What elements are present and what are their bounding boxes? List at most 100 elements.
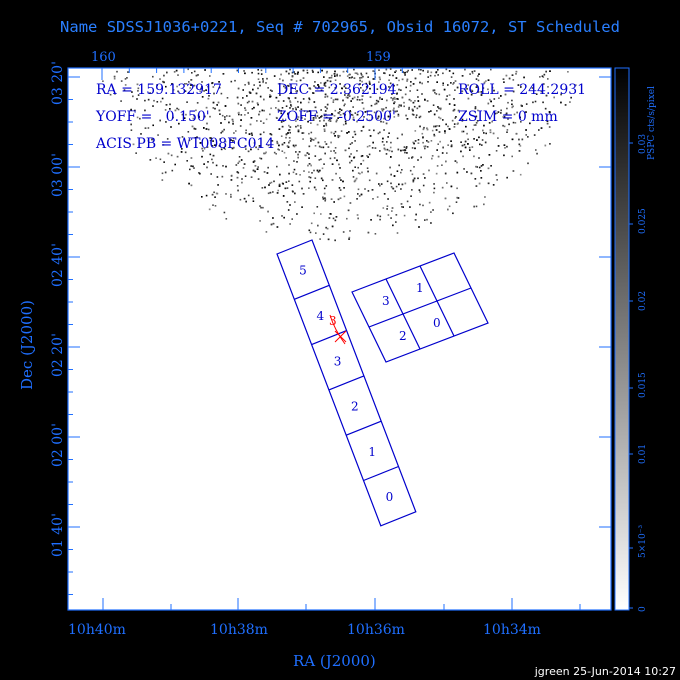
image-pixel	[430, 71, 433, 74]
image-pixel	[289, 101, 292, 104]
image-pixel	[273, 180, 275, 183]
image-pixel	[398, 79, 400, 82]
image-pixel	[538, 129, 540, 131]
image-pixel	[272, 222, 275, 225]
image-pixel	[475, 122, 478, 124]
image-pixel	[300, 127, 302, 129]
image-pixel	[262, 122, 265, 124]
image-pixel	[444, 197, 447, 200]
image-pixel	[348, 236, 351, 239]
image-pixel	[516, 111, 518, 114]
image-pixel	[412, 180, 415, 183]
image-pixel	[310, 122, 312, 124]
image-pixel	[324, 106, 327, 108]
image-pixel	[325, 143, 328, 145]
image-pixel	[475, 185, 478, 187]
image-pixel	[412, 179, 415, 181]
image-pixel	[385, 68, 388, 71]
image-pixel	[336, 74, 338, 77]
image-pixel	[247, 81, 250, 84]
image-pixel	[137, 90, 139, 92]
image-pixel	[392, 97, 394, 100]
image-pixel	[324, 198, 327, 201]
image-pixel	[435, 129, 438, 131]
image-pixel	[323, 187, 326, 190]
image-pixel	[401, 78, 404, 81]
image-pixel	[340, 179, 342, 181]
image-pixel	[360, 72, 362, 75]
image-pixel	[391, 99, 394, 102]
image-pixel	[288, 164, 290, 166]
image-pixel	[390, 173, 392, 176]
image-pixel	[426, 218, 428, 221]
image-pixel	[352, 116, 355, 119]
image-pixel	[324, 152, 326, 155]
image-pixel	[422, 184, 425, 187]
chip-label-s1: 1	[416, 281, 424, 295]
image-pixel	[314, 137, 317, 140]
image-pixel	[405, 146, 408, 148]
image-pixel	[321, 69, 323, 72]
image-pixel	[334, 130, 337, 133]
image-pixel	[187, 68, 189, 71]
image-pixel	[450, 76, 453, 78]
image-pixel	[324, 96, 326, 98]
image-pixel	[472, 128, 474, 131]
image-pixel	[475, 205, 478, 208]
image-pixel	[420, 156, 422, 159]
image-pixel	[346, 217, 348, 220]
image-pixel	[450, 185, 453, 188]
image-pixel	[284, 87, 287, 89]
image-pixel	[367, 170, 369, 173]
image-pixel	[352, 169, 354, 172]
image-pixel	[348, 155, 351, 158]
image-pixel	[253, 106, 255, 109]
image-pixel	[303, 170, 305, 172]
image-pixel	[337, 112, 340, 114]
image-pixel	[130, 108, 132, 111]
image-pixel	[463, 168, 465, 170]
image-pixel	[220, 92, 223, 95]
image-pixel	[394, 110, 397, 113]
image-pixel	[518, 150, 521, 152]
image-pixel	[395, 77, 398, 79]
image-pixel	[285, 181, 288, 183]
image-pixel	[426, 127, 428, 129]
image-pixel	[367, 76, 369, 78]
image-pixel	[414, 147, 416, 150]
image-pixel	[411, 108, 414, 111]
image-pixel	[197, 74, 199, 76]
image-pixel	[170, 154, 173, 157]
image-pixel	[318, 145, 321, 148]
image-pixel	[417, 139, 420, 141]
image-pixel	[417, 100, 420, 102]
image-pixel	[446, 95, 448, 97]
image-pixel	[196, 136, 198, 138]
image-pixel	[344, 90, 346, 93]
image-pixel	[316, 169, 319, 172]
image-pixel	[460, 150, 462, 153]
image-pixel	[257, 166, 259, 168]
image-pixel	[139, 117, 141, 120]
image-pixel	[212, 154, 215, 157]
image-pixel	[130, 129, 133, 131]
image-pixel	[419, 73, 422, 75]
image-pixel	[249, 123, 252, 126]
image-pixel	[320, 116, 322, 118]
colorbar-tick-1: 0.025	[638, 208, 648, 234]
image-pixel	[337, 136, 340, 139]
image-pixel	[349, 202, 352, 204]
image-pixel	[477, 91, 480, 93]
image-pixel	[416, 107, 419, 110]
image-pixel	[503, 116, 506, 118]
image-pixel	[302, 77, 305, 79]
image-pixel	[445, 68, 448, 71]
image-pixel	[442, 146, 444, 149]
image-pixel	[420, 69, 422, 71]
image-pixel	[254, 170, 256, 173]
image-pixel	[400, 69, 402, 71]
image-pixel	[329, 120, 332, 122]
image-pixel	[429, 74, 432, 77]
image-pixel	[224, 118, 226, 121]
image-pixel	[381, 98, 383, 100]
